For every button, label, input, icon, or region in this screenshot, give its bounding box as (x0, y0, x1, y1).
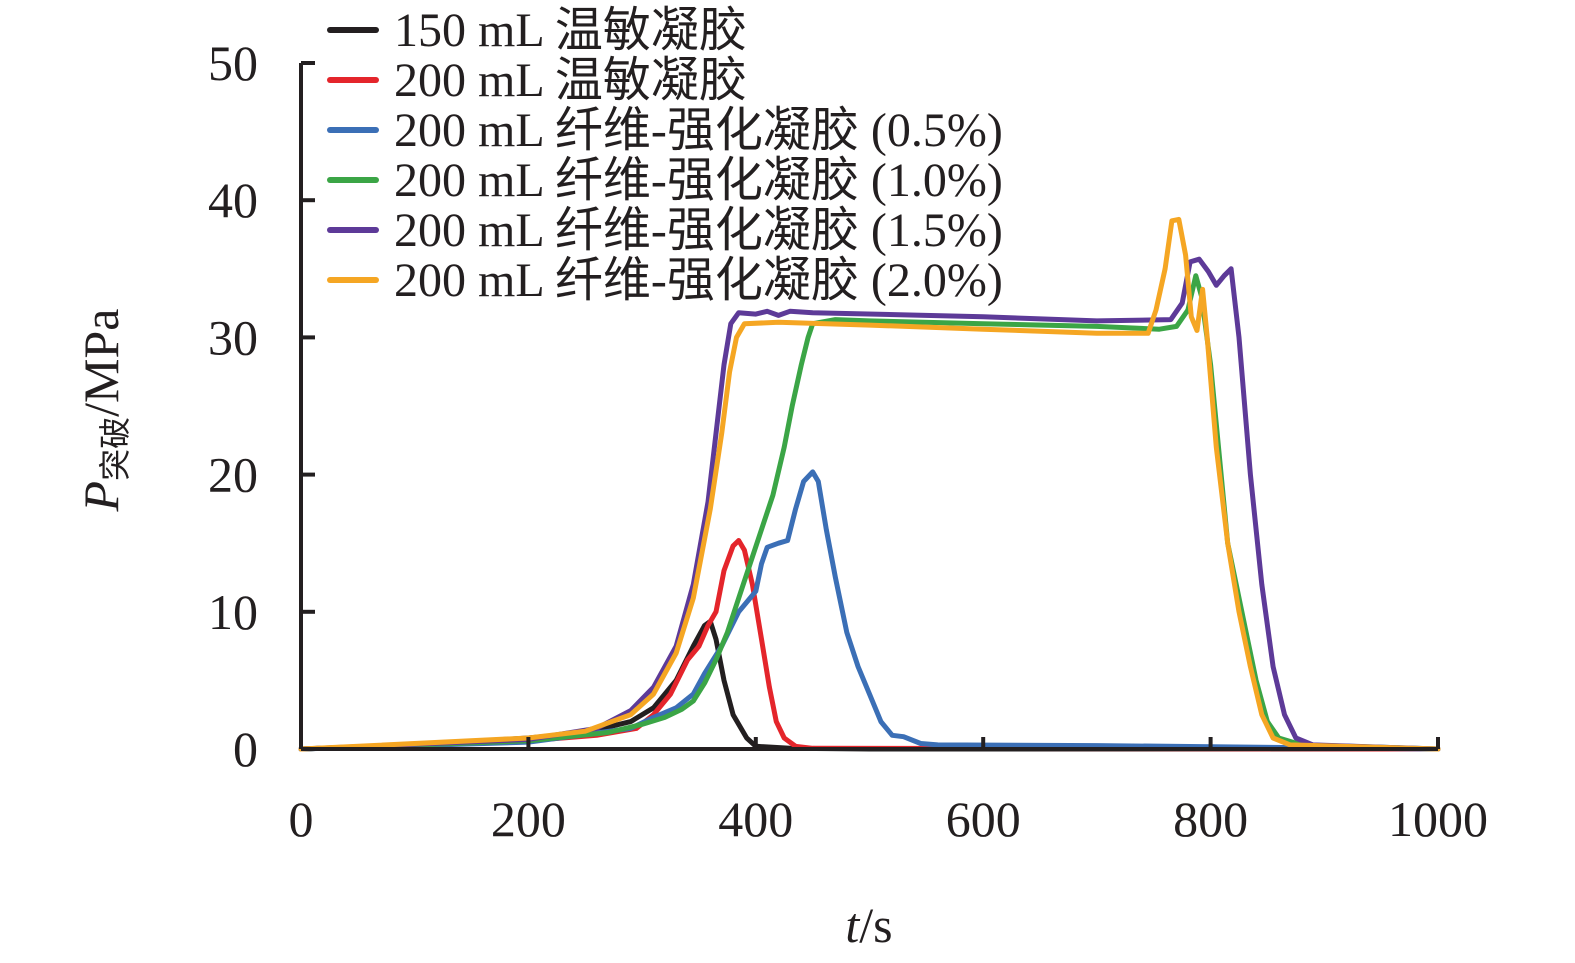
x-tick-label-5: 1000 (1388, 791, 1488, 847)
y-tick-label-0: 0 (233, 721, 258, 777)
x-tick-label-1: 200 (491, 791, 566, 847)
y-axis-unit: /MPa (73, 309, 129, 417)
legend-label-5: 200 mL 纤维-强化凝胶 (2.0%) (394, 254, 1003, 307)
series-line-4 (298, 256, 1441, 752)
y-tick-label-4: 40 (208, 172, 258, 228)
legend-label-1: 200 mL 温敏凝胶 (394, 54, 747, 107)
series-line-2 (298, 469, 1441, 752)
plot-lines (298, 216, 1441, 752)
x-tick-label-4: 800 (1173, 791, 1248, 847)
axes: 0 10 20 30 40 50 0 200 400 600 800 1000 (208, 35, 1488, 847)
legend-label-0: 150 mL 温敏凝胶 (394, 4, 747, 57)
y-axis-subscript: 突破 (97, 417, 133, 481)
x-tick-label-3: 600 (946, 791, 1021, 847)
axis-titles: P突破/MPa t/s (73, 309, 893, 953)
x-axis-title: t/s (845, 897, 892, 953)
y-axis-symbol: P (73, 481, 129, 513)
x-axis-symbol: t (845, 897, 860, 953)
legend-label-2: 200 mL 纤维-强化凝胶 (0.5%) (394, 104, 1003, 157)
y-axis-title: P突破/MPa (73, 309, 133, 513)
series-line-5 (298, 216, 1441, 752)
y-tick-label-3: 30 (208, 309, 258, 365)
series-line-3 (298, 273, 1441, 752)
x-tick-label-0: 0 (289, 791, 314, 847)
x-axis-unit: /s (859, 897, 892, 953)
y-tick-label-5: 50 (208, 35, 258, 91)
legend-label-4: 200 mL 纤维-强化凝胶 (1.5%) (394, 204, 1003, 257)
legend-label-3: 200 mL 纤维-强化凝胶 (1.0%) (394, 154, 1003, 207)
y-tick-label-2: 20 (208, 447, 258, 503)
x-tick-label-2: 400 (718, 791, 793, 847)
y-tick-label-1: 10 (208, 584, 258, 640)
